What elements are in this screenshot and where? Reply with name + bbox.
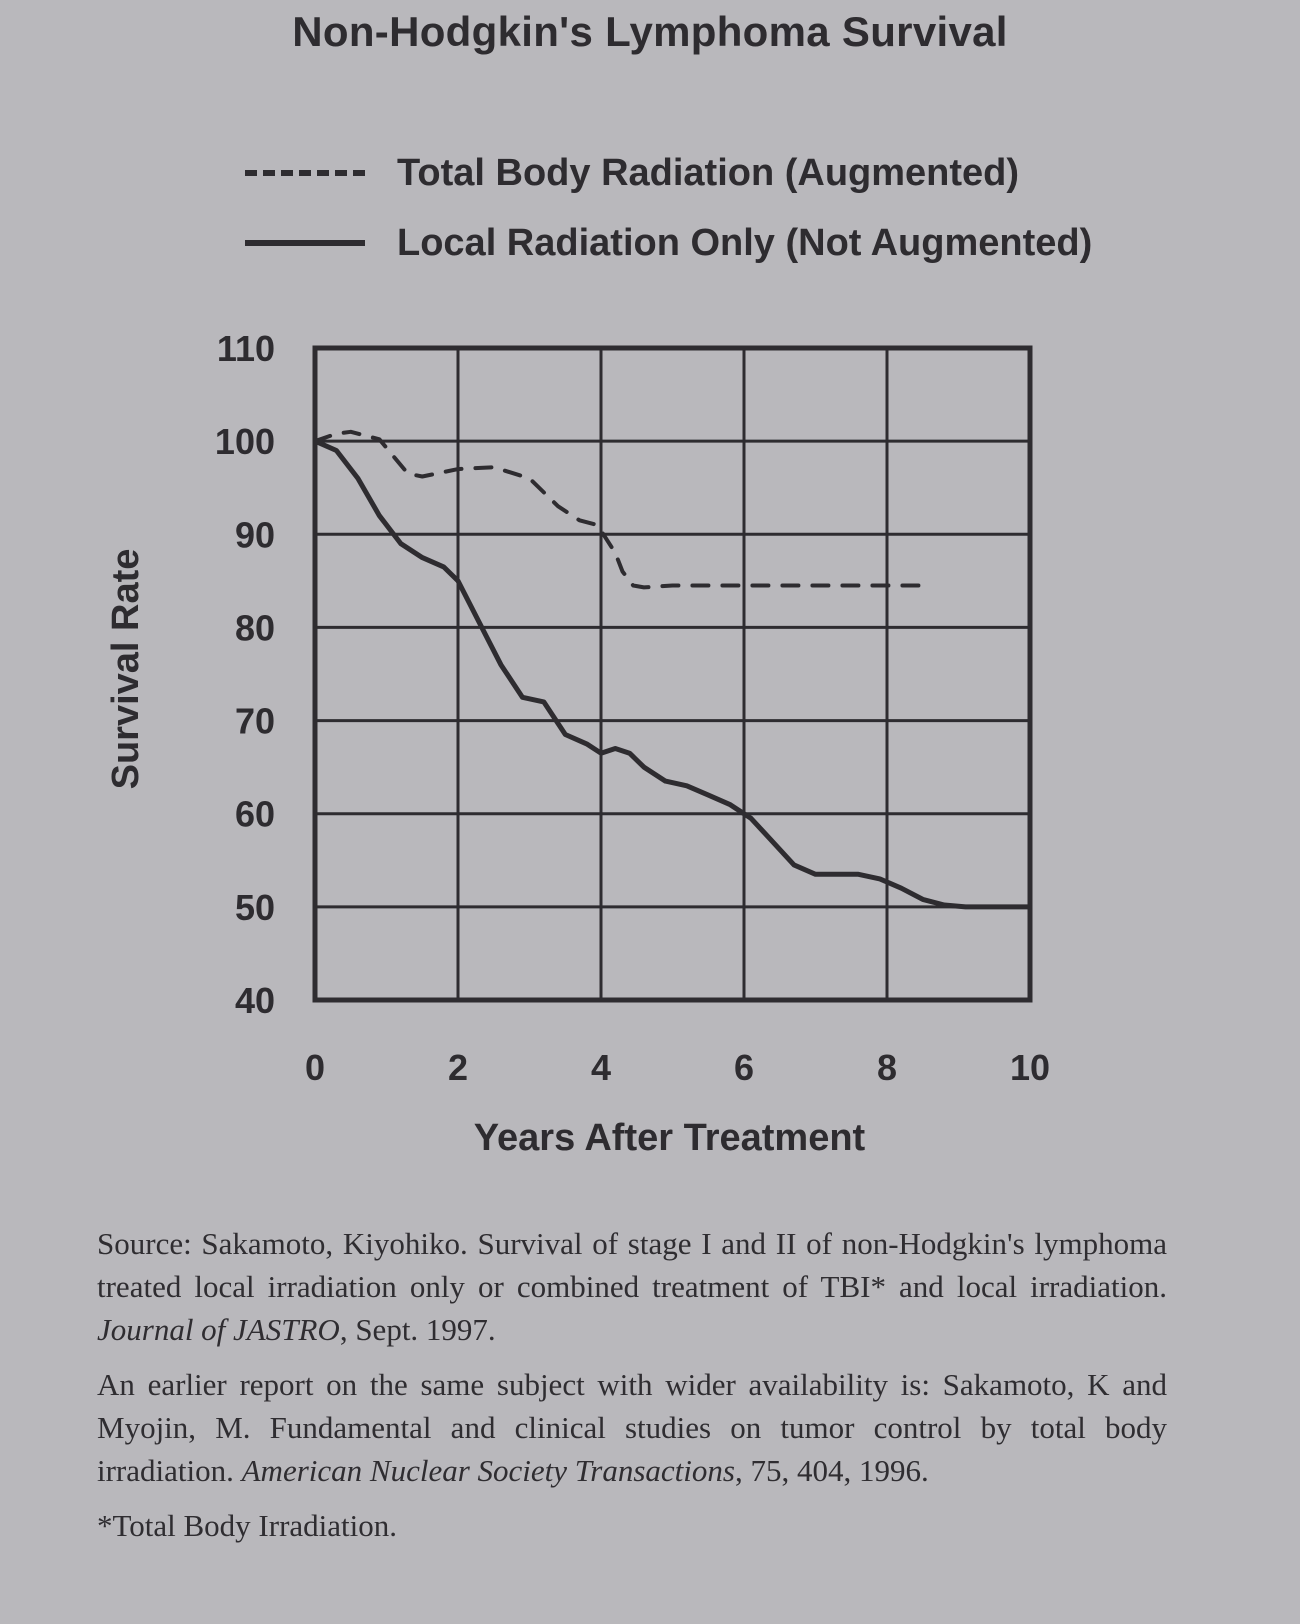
y-tick-label: 110 xyxy=(217,328,275,369)
citation-1-text: Source: Sakamoto, Kiyohiko. Survival of … xyxy=(97,1226,1167,1304)
legend-label-local: Local Radiation Only (Not Augmented) xyxy=(397,221,1093,264)
citation-1: Source: Sakamoto, Kiyohiko. Survival of … xyxy=(97,1222,1167,1351)
series-line-total-body xyxy=(313,429,925,590)
x-tick-label: 8 xyxy=(877,1047,897,1088)
plot-frame xyxy=(312,345,1033,1003)
x-tick-label: 0 xyxy=(305,1047,325,1088)
legend-item-total-body: Total Body Radiation (Augmented) xyxy=(245,138,1092,208)
citation-1-date: , Sept. 1997. xyxy=(339,1312,496,1347)
legend-swatch-dashed xyxy=(245,170,365,176)
legend-item-local: Local Radiation Only (Not Augmented) xyxy=(245,208,1092,278)
y-tick-label: 100 xyxy=(215,421,275,462)
citation-1-journal: Journal of JASTRO xyxy=(97,1312,340,1347)
line-chart: 0 2 4 6 8 10 40 50 60 70 80 90 100 110 Years After Tre… xyxy=(105,328,1050,1159)
y-axis-label: Survival Rate xyxy=(105,549,147,790)
citation-2-journal: American Nuclear Society Transactions xyxy=(241,1453,735,1488)
y-tick-label: 80 xyxy=(235,607,275,648)
x-tick-label: 4 xyxy=(591,1047,611,1088)
citation-2: An earlier report on the same subject wi… xyxy=(97,1363,1167,1492)
x-tick-label: 10 xyxy=(1010,1047,1050,1088)
x-tick-label: 6 xyxy=(734,1047,754,1088)
y-tick-label: 90 xyxy=(235,514,275,555)
series-line-local xyxy=(312,438,1033,910)
legend-swatch-solid xyxy=(245,240,365,246)
citation-2-details: , 75, 404, 1996. xyxy=(734,1453,929,1488)
citation-2-text: An earlier report on the same subject wi… xyxy=(97,1367,1167,1488)
legend-label-total-body: Total Body Radiation (Augmented) xyxy=(397,151,1020,194)
y-tick-label: 70 xyxy=(235,701,275,742)
y-tick-label: 50 xyxy=(235,887,275,928)
legend: Total Body Radiation (Augmented) Local R… xyxy=(245,138,1092,278)
footnote: *Total Body Irradiation. xyxy=(97,1508,398,1543)
x-tick-label: 2 xyxy=(448,1047,468,1088)
y-tick-label: 40 xyxy=(235,980,275,1021)
x-axis-label: Years After Treatment xyxy=(474,1117,866,1159)
y-tick-label: 60 xyxy=(235,794,275,835)
chart-title: Non-Hodgkin's Lymphoma Survival xyxy=(292,8,1008,55)
source-citation: Source: Sakamoto, Kiyohiko. Survival of … xyxy=(97,1222,1167,1559)
